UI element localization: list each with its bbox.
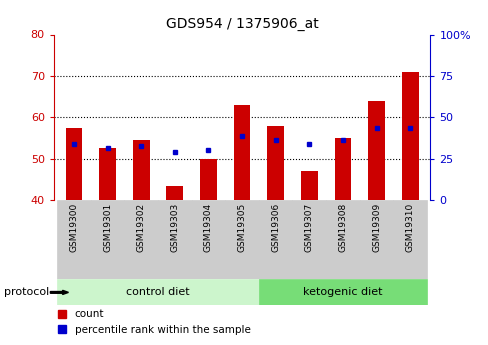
Text: GSM19307: GSM19307 [304,203,313,252]
Text: GSM19303: GSM19303 [170,203,179,252]
Bar [124,200,158,279]
Text: control diet: control diet [126,287,189,297]
Bar [200,159,216,200]
Bar [65,128,82,200]
Bar [133,140,149,200]
Bar [267,126,284,200]
Text: GSM19304: GSM19304 [203,203,212,252]
Text: GSM19310: GSM19310 [405,203,414,252]
Bar [99,148,116,200]
Text: ketogenic diet: ketogenic diet [303,287,382,297]
Bar [258,279,426,305]
Bar [57,279,258,305]
Bar [225,200,258,279]
Bar [392,200,426,279]
Text: GSM19306: GSM19306 [271,203,280,252]
Text: GSM19308: GSM19308 [338,203,346,252]
Bar [191,200,225,279]
Bar [91,200,124,279]
Bar [367,101,384,200]
Bar [325,200,359,279]
Text: GSM19305: GSM19305 [237,203,246,252]
Text: GSM19300: GSM19300 [69,203,78,252]
Bar [158,200,191,279]
Text: GSM19309: GSM19309 [371,203,380,252]
Legend: count, percentile rank within the sample: count, percentile rank within the sample [54,305,254,339]
Bar [300,171,317,200]
Text: GSM19302: GSM19302 [137,203,145,252]
Bar [166,186,183,200]
Bar [359,200,392,279]
Bar [334,138,350,200]
Title: GDS954 / 1375906_at: GDS954 / 1375906_at [165,17,318,31]
Bar [57,200,91,279]
Text: GSM19301: GSM19301 [103,203,112,252]
Text: protocol: protocol [3,287,49,297]
Bar [233,105,250,200]
Bar [292,200,325,279]
Bar [401,72,418,200]
Bar [258,200,292,279]
